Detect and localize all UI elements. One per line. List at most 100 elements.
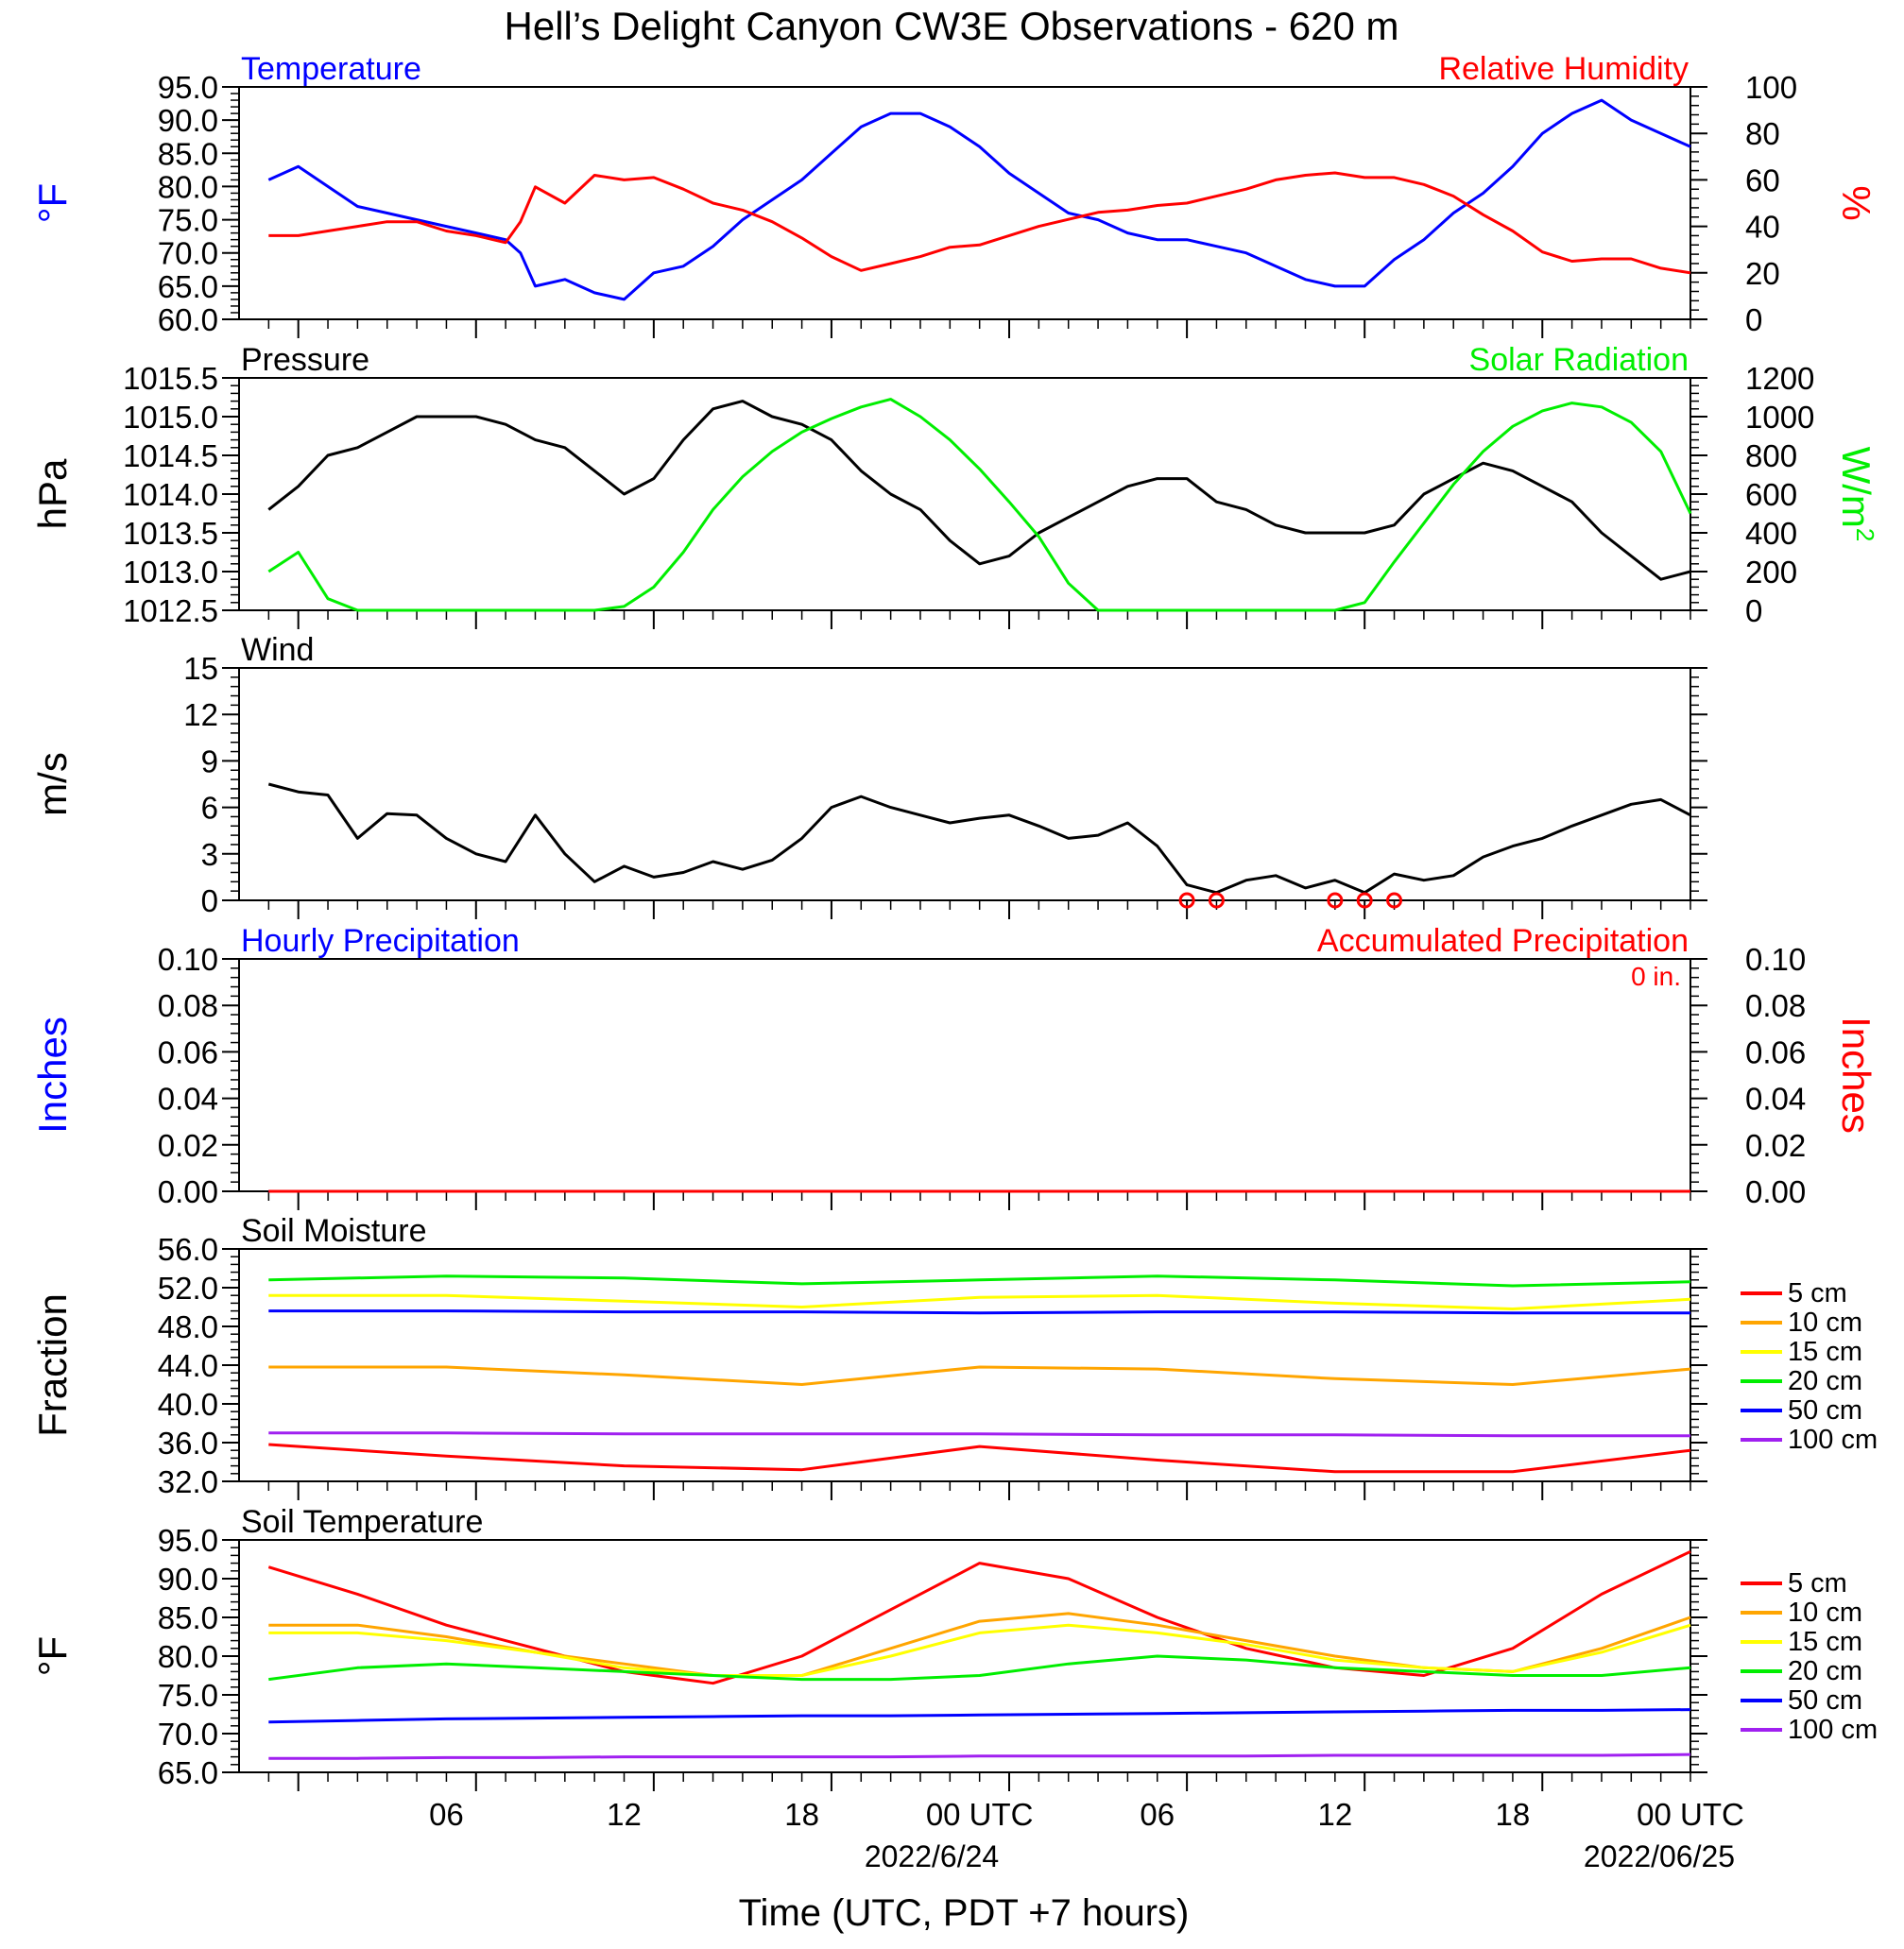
legend-label: 10 cm xyxy=(1788,1308,1862,1338)
panel-soil-temperature: Soil Temperature 95.0 90.085.0 80.0 75.0 70.0… xyxy=(30,1504,1878,1791)
y-tick-label-left: 40.0 xyxy=(158,1387,218,1422)
x-tick-label: 00 UTC xyxy=(1637,1797,1744,1832)
y-tick-label-right: 200 xyxy=(1745,555,1797,590)
panel-title-right: Solar Radiation xyxy=(1469,342,1689,378)
panel-title-right: Relative Humidity xyxy=(1438,51,1689,87)
y-tick-label-left: 65.0 xyxy=(158,269,218,304)
y-tick-label-right: 800 xyxy=(1745,438,1797,473)
series-wind-speed xyxy=(267,782,1691,895)
y-tick-label-left: 95.0 xyxy=(158,70,218,105)
x-tick-label: 18 xyxy=(784,1797,819,1832)
series-solar-radiation xyxy=(267,398,1692,612)
y-tick-label-left: 32.0 xyxy=(158,1464,218,1499)
y-tick-label-left: 0.08 xyxy=(158,988,218,1023)
y-axis-label-right: % xyxy=(1834,185,1878,220)
y-tick-label-left: 15 xyxy=(183,651,218,686)
y-tick-label-right: 0.06 xyxy=(1745,1034,1806,1069)
y-tick-label-right: 100 xyxy=(1745,70,1797,105)
y-tick-label-right: 1000 xyxy=(1745,400,1814,435)
y-tick-label-left: 0.00 xyxy=(158,1174,218,1209)
x-tick-label: 12 xyxy=(607,1797,642,1832)
y-tick-label-left: 6 xyxy=(201,791,218,826)
panel-title-left: Wind xyxy=(241,632,314,668)
y-tick-label-left: 95.0 xyxy=(158,1523,218,1558)
y-tick-label-right: 0.08 xyxy=(1745,988,1806,1023)
legend-label: 50 cm xyxy=(1788,1685,1862,1716)
panel-title-right: Accumulated Precipitation xyxy=(1317,923,1689,959)
series-100-cm xyxy=(268,1431,1690,1438)
legend-label: 5 cm xyxy=(1788,1568,1847,1599)
panels: Temperature Relative Humidity95.090.085.0… xyxy=(30,51,1879,1832)
y-tick-label-left: 1012.5 xyxy=(123,593,218,628)
series-10-cm xyxy=(268,1365,1691,1386)
series-relative-humidity xyxy=(268,171,1691,275)
y-tick-label-right: 600 xyxy=(1745,477,1797,512)
panel-precipitation: Hourly Precipitation Accumulated Precipit… xyxy=(30,923,1878,1210)
series-15-cm xyxy=(268,1293,1691,1310)
y-tick-label-left: 75.0 xyxy=(158,1678,218,1713)
calm-wind-marker xyxy=(1356,892,1373,909)
y-tick-label-left: 0.06 xyxy=(158,1034,218,1069)
y-tick-label-left: 9 xyxy=(201,744,218,778)
y-tick-label-right: 0 xyxy=(1745,593,1762,628)
legend-label: 10 cm xyxy=(1788,1598,1862,1628)
panel-title-left: Hourly Precipitation xyxy=(241,923,520,959)
panel-temperature-humidity: Temperature Relative Humidity 95.090.085.0… xyxy=(30,51,1878,338)
x-tick-label: 12 xyxy=(1317,1797,1352,1832)
y-tick-label-left: 52.0 xyxy=(158,1271,218,1306)
series-20-cm xyxy=(268,1654,1691,1682)
y-tick-label-left: 44.0 xyxy=(158,1348,218,1383)
y-tick-label-left: 1014.0 xyxy=(123,477,218,512)
y-axis-label-left: Fraction xyxy=(30,1293,75,1437)
y-axis-label-left: °F xyxy=(30,1636,75,1676)
accumulated-total-label: 0 in. xyxy=(1631,962,1681,991)
calm-wind-marker xyxy=(1178,892,1195,909)
y-tick-label-left: 85.0 xyxy=(158,1600,218,1635)
series-pressure xyxy=(267,400,1691,581)
y-tick-label-left: 1014.5 xyxy=(123,438,218,473)
y-axis-label-right: Inches xyxy=(1834,1017,1878,1134)
y-tick-label-right: 80 xyxy=(1745,116,1780,151)
series-100-cm xyxy=(268,1752,1691,1760)
y-tick-label-left: 90.0 xyxy=(158,1562,218,1597)
calm-wind-marker xyxy=(1208,892,1225,909)
x-date-label-2: 2022/06/25 xyxy=(1584,1839,1735,1873)
x-date-label-1: 2022/6/24 xyxy=(865,1839,999,1873)
y-axis-label-right: W/m2 xyxy=(1834,447,1879,542)
calm-wind-marker xyxy=(1386,892,1403,909)
panel-title-left: Soil Moisture xyxy=(241,1213,427,1249)
y-tick-label-left: 3 xyxy=(201,837,218,872)
y-tick-label-left: 0 xyxy=(201,883,218,918)
series-5-cm xyxy=(268,1443,1691,1474)
y-tick-label-right: 1200 xyxy=(1745,361,1814,396)
panel-wind: Wind 15 12 9 6 3 0 m/s xyxy=(30,632,1707,919)
legend-label: 15 cm xyxy=(1788,1337,1862,1367)
y-tick-label-left: 80.0 xyxy=(158,1639,218,1674)
y-axis-label-left: Inches xyxy=(30,1017,75,1134)
y-tick-label-left: 12 xyxy=(183,697,218,732)
y-tick-label-left: 90.0 xyxy=(158,103,218,138)
y-tick-label-right: 0 xyxy=(1745,302,1762,337)
panel-title-left: Temperature xyxy=(241,51,421,87)
series-5-cm xyxy=(267,1549,1691,1685)
y-tick-label-left: 0.04 xyxy=(158,1082,218,1117)
panel-frame xyxy=(238,377,1691,611)
y-tick-label-right: 60 xyxy=(1745,162,1780,197)
panel-frame xyxy=(238,86,1691,320)
calm-wind-marker xyxy=(1327,892,1344,909)
y-tick-label-right: 0.04 xyxy=(1745,1082,1806,1117)
panel-title-left: Soil Temperature xyxy=(241,1504,483,1540)
y-axis-label-left: °F xyxy=(30,183,75,223)
y-tick-label-right: 0.02 xyxy=(1745,1128,1806,1163)
legend-label: 100 cm xyxy=(1788,1425,1878,1455)
legend-label: 5 cm xyxy=(1788,1278,1847,1308)
y-tick-label-left: 0.10 xyxy=(158,942,218,977)
series-temperature xyxy=(267,98,1691,301)
y-tick-label-left: 65.0 xyxy=(158,1755,218,1790)
legend-label: 15 cm xyxy=(1788,1627,1862,1657)
legend-label: 20 cm xyxy=(1788,1656,1862,1686)
series-50-cm xyxy=(268,1309,1690,1315)
series-20-cm xyxy=(268,1274,1691,1288)
x-tick-label: 18 xyxy=(1496,1797,1531,1832)
y-tick-label-left: 60.0 xyxy=(158,302,218,337)
